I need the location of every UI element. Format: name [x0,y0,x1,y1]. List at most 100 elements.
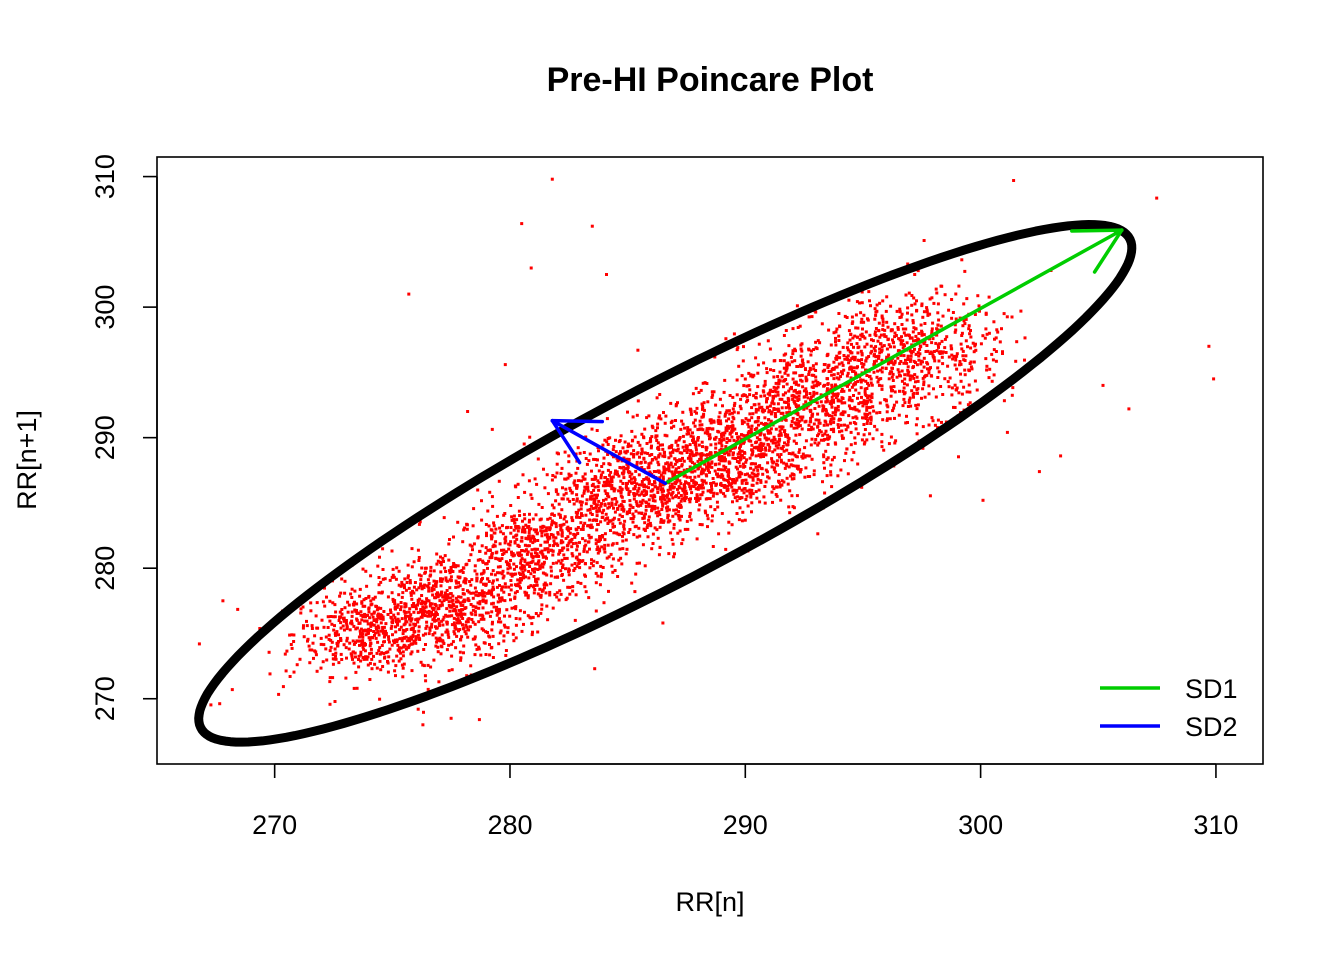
data-point [914,334,918,338]
data-point [632,455,636,459]
data-point [451,570,455,573]
data-point [320,618,324,622]
data-point [581,526,585,530]
data-point [840,401,844,405]
data-point [636,489,640,493]
data-point [913,302,917,306]
data-point [362,598,366,602]
data-point [854,388,858,392]
data-point [370,657,374,661]
data-point [464,581,468,585]
data-point [650,453,654,456]
data-point [612,531,616,535]
data-point [519,561,523,565]
data-point [322,643,326,647]
data-point [987,295,991,299]
data-point [439,604,443,608]
data-point [847,404,851,408]
data-point [869,422,873,425]
data-point [701,453,705,457]
data-point [475,647,479,651]
data-point [896,368,900,372]
data-point [459,656,463,660]
data-point [616,575,620,578]
data-point [334,633,337,637]
data-point [838,399,842,403]
data-point [578,566,582,570]
data-point [767,437,771,441]
data-point [790,387,793,390]
data-point [985,368,989,372]
data-point [369,574,373,578]
data-point [742,384,746,388]
data-point [613,487,617,491]
data-point [893,416,896,420]
data-point [401,636,405,640]
data-point [502,548,506,552]
data-point [662,411,665,414]
data-point [1000,327,1003,331]
data-point [905,383,909,387]
data-point [955,352,959,356]
data-point [401,654,405,658]
data-point [733,496,737,500]
data-point [671,450,675,454]
data-point [1212,377,1216,381]
data-point [910,313,914,317]
data-point [590,469,593,473]
data-point [594,609,598,613]
data-point [635,460,639,464]
data-point [927,392,931,396]
data-point [1002,312,1006,316]
data-point [584,543,588,547]
data-point [725,409,729,413]
data-point [412,560,416,564]
data-point [814,369,818,372]
data-point [875,411,879,415]
data-point [807,423,811,427]
data-point [718,411,722,415]
data-point [756,408,760,412]
data-point [645,501,649,505]
data-point [585,550,589,554]
data-point [328,619,332,623]
data-point [459,603,463,607]
data-point [543,486,547,490]
data-point [407,610,411,614]
data-point [562,553,566,557]
data-point [429,569,433,573]
data-point [421,663,425,667]
data-point [873,349,877,353]
data-point [672,523,676,527]
data-point [667,463,671,467]
data-point [918,348,922,351]
data-point [586,489,590,493]
data-point [757,454,761,458]
data-point [393,638,397,642]
data-point [728,412,732,416]
data-point [527,479,531,483]
data-point [825,457,829,461]
data-point [834,343,838,347]
data-point [403,577,407,581]
data-point [319,642,323,646]
data-point [624,467,628,471]
data-point [342,643,346,647]
data-point [764,446,767,450]
data-point [759,449,763,453]
data-point [886,362,890,366]
data-point [527,544,531,548]
data-point [646,523,650,527]
data-point [875,428,879,432]
data-point [674,467,678,471]
data-point [730,430,734,434]
data-point [582,547,586,551]
data-point [856,335,859,339]
data-point [599,520,603,524]
data-point [713,469,717,473]
data-point [571,498,575,501]
data-point [534,554,538,558]
data-point [475,572,479,576]
data-point [650,483,654,487]
